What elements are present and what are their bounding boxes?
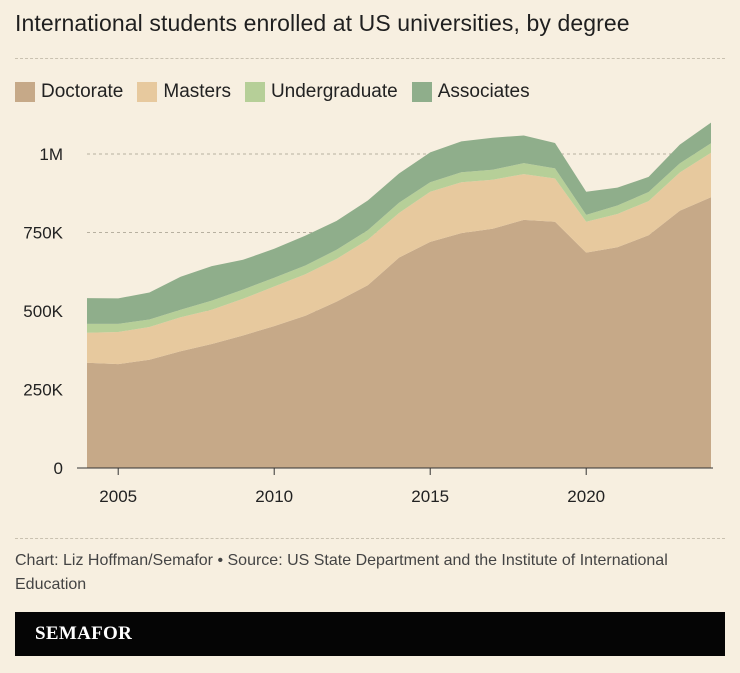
legend-item-masters: Masters bbox=[137, 81, 231, 103]
x-tick-label: 2015 bbox=[411, 487, 449, 506]
area-masters bbox=[87, 152, 711, 365]
area-doctorate bbox=[87, 197, 711, 469]
chart-caption: Chart: Liz Hoffman/Semafor • Source: US … bbox=[15, 552, 668, 593]
legend-swatch-associates bbox=[411, 82, 432, 102]
y-tick-label: 750K bbox=[23, 224, 63, 243]
divider-top bbox=[15, 58, 725, 59]
x-tick-label: 2005 bbox=[99, 487, 137, 506]
chart-legend: Doctorate Masters Undergraduate Associat… bbox=[15, 81, 530, 103]
x-tick-label: 2020 bbox=[567, 487, 605, 506]
area-series bbox=[87, 122, 711, 469]
stacked-area-chart: 0 250K 500K 750K 1M 2005 2010 2015 2020 bbox=[23, 122, 713, 506]
semafor-logo: SEMAFOR bbox=[35, 623, 133, 644]
y-tick-label: 1M bbox=[39, 145, 63, 164]
legend-label-associates: Associates bbox=[437, 81, 530, 102]
legend-item-associates: Associates bbox=[411, 81, 530, 103]
x-tick-label: 2010 bbox=[255, 487, 293, 506]
legend-item-undergraduate: Undergraduate bbox=[244, 81, 398, 103]
legend-label-undergraduate: Undergraduate bbox=[270, 81, 398, 102]
legend-label-doctorate: Doctorate bbox=[41, 81, 124, 102]
area-associates bbox=[87, 122, 711, 324]
chart-title: International students enrolled at US un… bbox=[15, 10, 630, 36]
divider-bottom bbox=[15, 538, 725, 539]
axes: 0 250K 500K 750K 1M 2005 2010 2015 2020 bbox=[23, 145, 713, 506]
legend-swatch-undergraduate bbox=[244, 82, 265, 102]
footer-bar: SEMAFOR bbox=[15, 612, 725, 656]
legend-label-masters: Masters bbox=[163, 81, 231, 102]
y-tick-label: 0 bbox=[54, 459, 63, 478]
y-tick-label: 500K bbox=[23, 302, 63, 321]
legend-swatch-doctorate bbox=[15, 82, 35, 102]
legend-swatch-masters bbox=[137, 82, 158, 102]
y-tick-label: 250K bbox=[23, 381, 63, 400]
legend-item-doctorate: Doctorate bbox=[15, 81, 123, 103]
